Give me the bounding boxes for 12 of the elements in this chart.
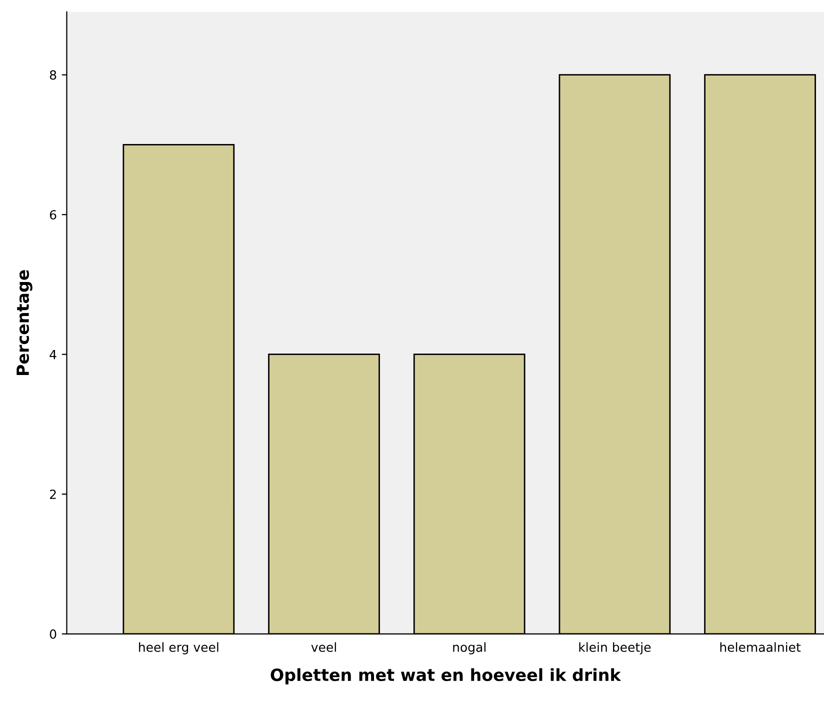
y-tick-label: 6	[50, 210, 56, 220]
x-tick-label: helemaalniet	[720, 642, 801, 652]
y-tick-label: 8	[50, 70, 56, 80]
x-tick-label: heel erg veel	[139, 642, 218, 654]
y-tick-label: 0	[50, 629, 56, 639]
y-axis-title: Percentage	[16, 270, 32, 376]
x-tick-label: nogal	[453, 642, 486, 654]
y-tick-label: 4	[50, 350, 56, 360]
y-tick-label: 2	[50, 490, 56, 499]
x-tick-label: klein beetje	[579, 642, 651, 654]
x-tick-label: veel	[311, 642, 336, 652]
x-axis-title: Opletten met wat en hoeveel ik drink	[270, 668, 622, 684]
